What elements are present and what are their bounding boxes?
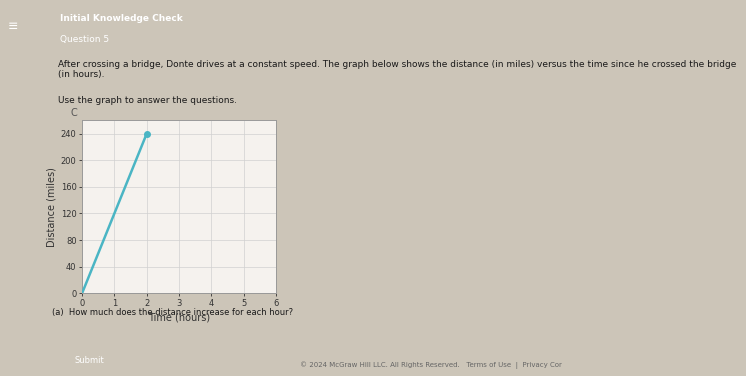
Text: Submit: Submit [75,356,104,365]
Text: After crossing a bridge, Donte drives at a constant speed. The graph below shows: After crossing a bridge, Donte drives at… [58,60,736,79]
Y-axis label: Distance (miles): Distance (miles) [46,167,57,247]
Text: Use the graph to answer the questions.: Use the graph to answer the questions. [58,96,237,105]
Text: ≡: ≡ [7,20,18,33]
Text: C: C [71,108,78,118]
Text: © 2024 McGraw Hill LLC. All Rights Reserved.   Terms of Use  |  Privacy Cor: © 2024 McGraw Hill LLC. All Rights Reser… [299,361,562,368]
X-axis label: Time (hours): Time (hours) [148,312,210,322]
Text: Question 5: Question 5 [60,35,109,44]
Text: (a)  How much does the distance increase for each hour?: (a) How much does the distance increase … [51,308,293,317]
Text: Initial Knowledge Check: Initial Knowledge Check [60,14,183,23]
